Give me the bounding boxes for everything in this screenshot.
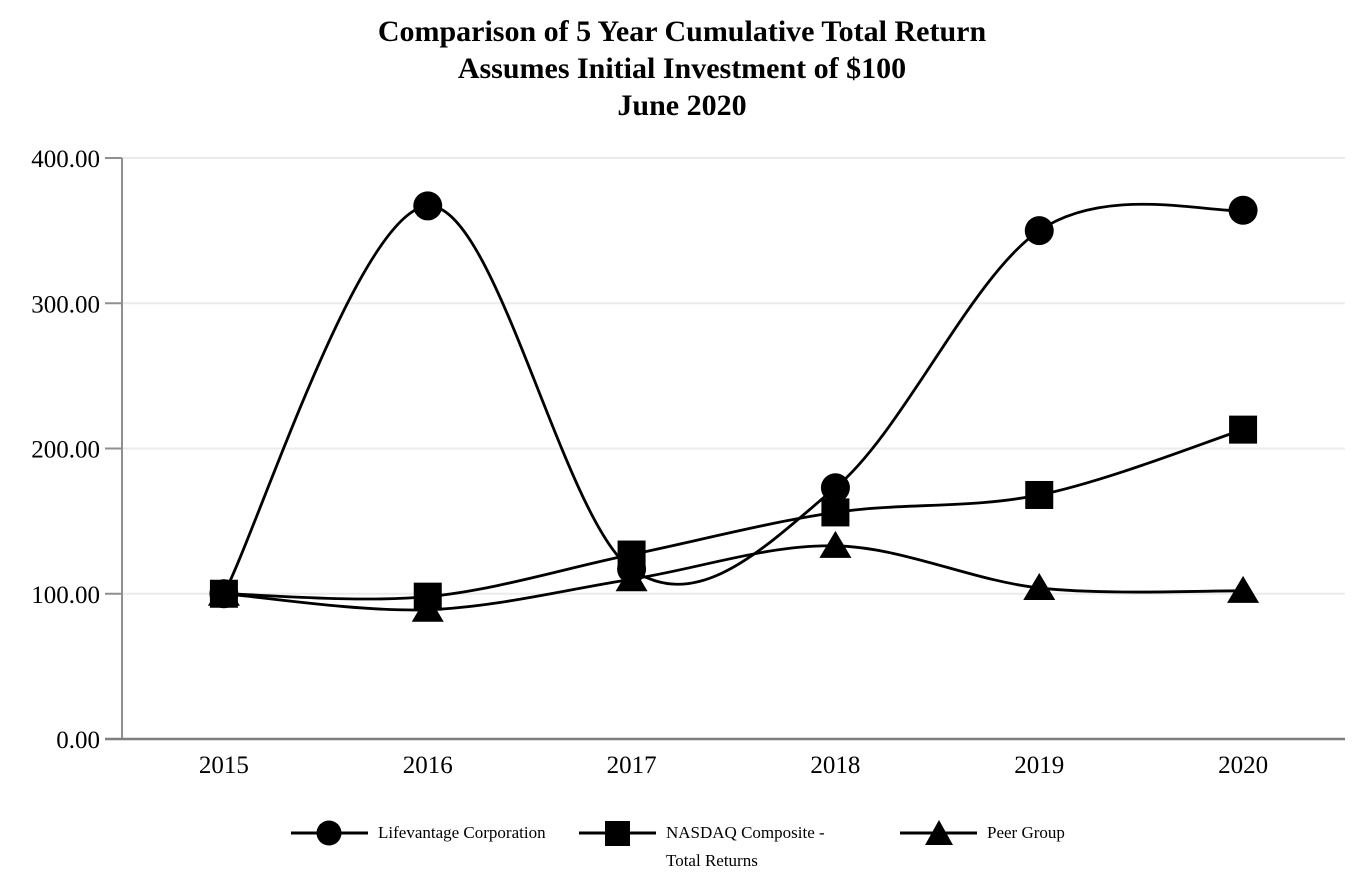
legend-item-peer-group: Peer Group [899, 818, 1065, 848]
y-tick-label: 300.00 [31, 291, 100, 318]
chart-legend: Lifevantage Corporation NASDAQ Composite… [0, 818, 1364, 894]
series-line-peer-group [223, 544, 1244, 612]
marker-triangle-peer-group [819, 530, 852, 558]
y-tick-label: 200.00 [31, 437, 100, 464]
marker-triangle-peer-group [1023, 572, 1056, 600]
marker-square-nasdaq-composite-total-returns [617, 540, 646, 569]
x-tick-label: 2017 [607, 752, 657, 779]
chart-title-line3: June 2020 [617, 89, 747, 122]
legend-marker-triangle [900, 820, 977, 845]
x-tick-label: 2015 [199, 752, 249, 779]
legend-marker-square [579, 821, 656, 846]
legend-marker-circle [291, 820, 368, 846]
x-tick-label: 2020 [1218, 752, 1268, 779]
marker-circle-lifevantage-corporation [1228, 195, 1258, 225]
y-tick-label: 400.00 [31, 146, 100, 173]
marker-circle-lifevantage-corporation [820, 473, 850, 503]
y-tick-label: 100.00 [31, 582, 100, 609]
marker-square-nasdaq-composite-total-returns [1229, 415, 1258, 444]
legend-item-lifevantage: Lifevantage Corporation [290, 818, 546, 848]
y-tick-label: 0.00 [56, 727, 100, 754]
marker-square-nasdaq-composite-total-returns [821, 498, 850, 527]
marker-triangle-peer-group [1227, 575, 1260, 603]
x-tick-label: 2016 [403, 752, 453, 779]
x-tick-label: 2018 [810, 752, 860, 779]
marker-circle-lifevantage-corporation [413, 191, 443, 221]
chart-title-line1: Comparison of 5 Year Cumulative Total Re… [377, 15, 987, 48]
series-line-nasdaq-composite-total-returns [223, 428, 1244, 601]
marker-circle-lifevantage-corporation [1024, 216, 1054, 246]
marker-square-nasdaq-composite-total-returns [209, 579, 238, 608]
legend-label-nasdaq: NASDAQ Composite - Total Returns [666, 823, 825, 870]
marker-square-nasdaq-composite-total-returns [413, 582, 442, 611]
series-line-lifevantage-corporation [222, 202, 1244, 595]
legend-label-lifevantage: Lifevantage Corporation [378, 823, 546, 842]
legend-label-peer-group: Peer Group [987, 823, 1065, 842]
x-tick-label: 2019 [1014, 752, 1064, 779]
marker-square-nasdaq-composite-total-returns [1025, 480, 1054, 509]
chart-title: Comparison of 5 Year Cumulative Total Re… [0, 13, 1364, 124]
legend-item-nasdaq: NASDAQ Composite - Total Returns [578, 818, 838, 875]
chart-title-line2: Assumes Initial Investment of $100 [457, 52, 907, 85]
